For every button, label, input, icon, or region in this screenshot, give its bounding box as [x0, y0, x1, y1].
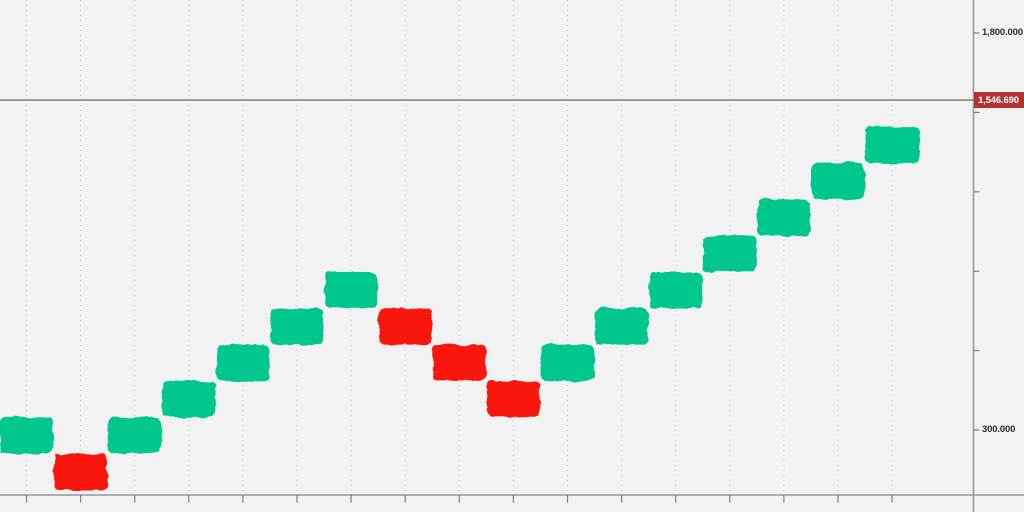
price-axis-label-top: 1,800.000 [982, 27, 1023, 38]
renko-brick-up [541, 344, 594, 381]
renko-brick-up [703, 235, 757, 272]
renko-brick-up [649, 272, 703, 309]
renko-brick-up [811, 163, 865, 200]
renko-brick-up [162, 381, 216, 418]
renko-brick-up [324, 272, 378, 309]
renko-brick-up [757, 199, 811, 236]
renko-brick-down [54, 453, 108, 490]
price-axis[interactable] [972, 0, 980, 512]
current-price-value: 1,546.690 [978, 94, 1019, 106]
renko-brick-down [378, 308, 432, 345]
current-price-badge: 1,546.690 [974, 92, 1024, 109]
price-axis-label-bottom: 300.000 [982, 424, 1016, 435]
renko-brick-up [865, 126, 919, 163]
renko-brick-up [0, 417, 53, 454]
renko-brick-up [595, 308, 649, 345]
bricks [0, 126, 919, 490]
renko-brick-down [486, 381, 540, 418]
renko-brick-up [270, 308, 324, 345]
time-axis[interactable] [0, 494, 1024, 503]
renko-brick-up [108, 417, 162, 454]
renko-brick-up [216, 344, 270, 381]
renko-brick-down [432, 344, 486, 381]
